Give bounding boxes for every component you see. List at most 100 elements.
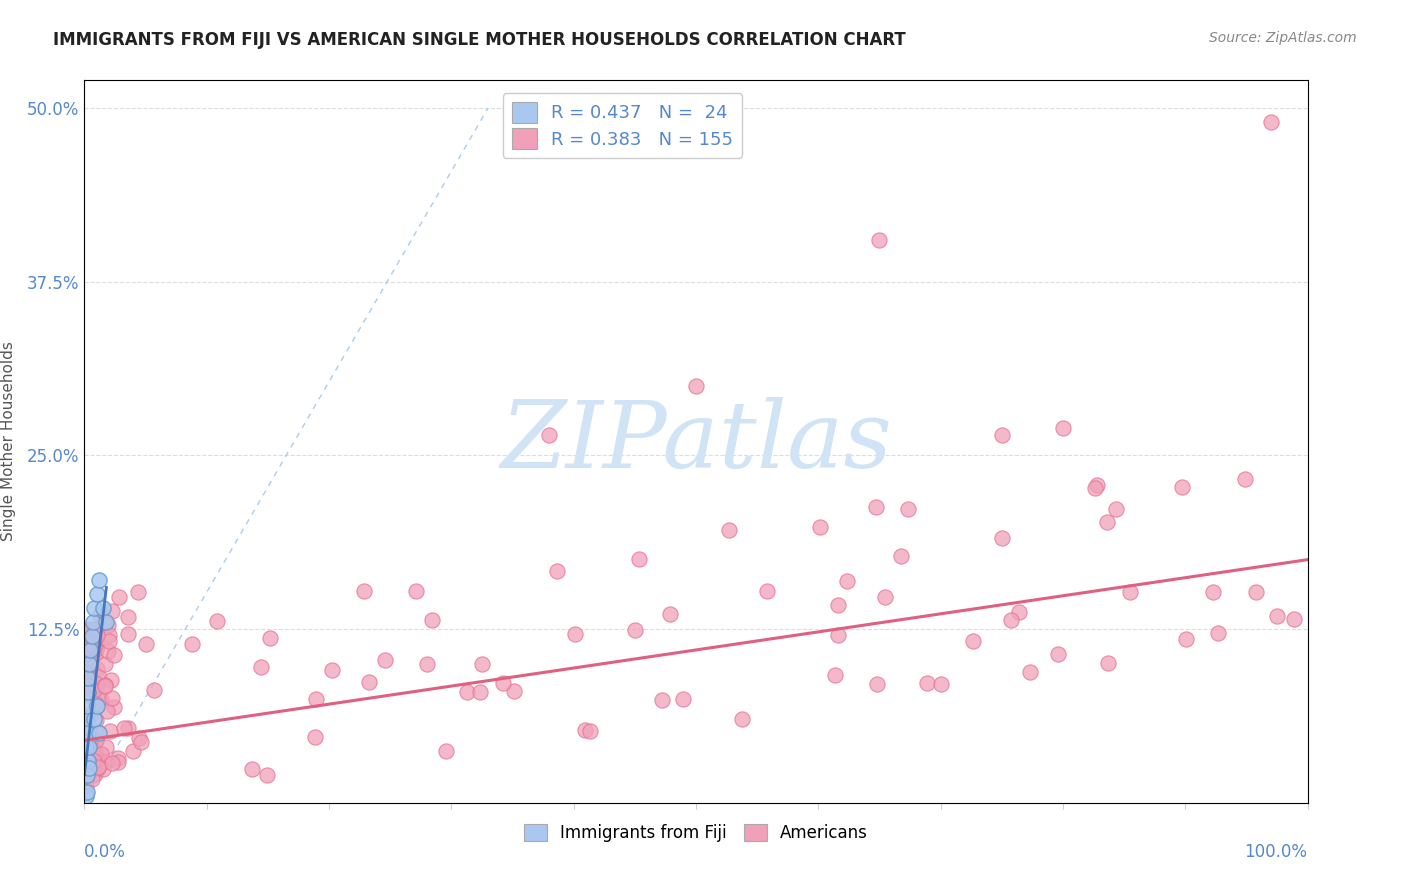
Point [76,623,98,637]
Point [82,747,104,761]
Point [756,584,779,599]
Point [103,648,125,662]
Legend: Immigrants from Fiji, Americans: Immigrants from Fiji, Americans [517,817,875,848]
Point [87,760,110,774]
Point [77,754,100,768]
Point [80,631,103,645]
Point [579,723,602,738]
Point [91,601,114,615]
Point [87,669,110,683]
Point [79,643,101,657]
Point [80,622,103,636]
Point [420,613,443,627]
Point [651,692,673,706]
Point [86,640,108,654]
Point [1095,515,1118,529]
Point [79,677,101,691]
Point [87,691,110,706]
Point [374,653,396,667]
Point [87,574,110,588]
Point [1105,502,1128,516]
Point [75,661,97,675]
Point [731,712,754,726]
Point [1118,584,1140,599]
Point [256,767,278,781]
Point [84,642,107,657]
Point [131,735,153,749]
Point [80,706,103,720]
Point [80,644,103,658]
Point [76,678,98,692]
Point [122,743,145,757]
Point [1084,481,1107,495]
Point [808,520,831,534]
Point [259,631,281,645]
Point [1234,472,1257,486]
Point [897,502,920,516]
Point [1000,613,1022,627]
Point [1206,625,1229,640]
Point [353,583,375,598]
Point [672,692,695,706]
Point [93,615,115,630]
Point [1008,605,1031,619]
Point [101,691,124,706]
Point [1171,480,1194,494]
Point [405,583,427,598]
Point [75,709,97,723]
Point [627,552,650,566]
Point [827,598,849,612]
Point [87,761,110,775]
Point [117,610,139,624]
Text: 100.0%: 100.0% [1244,843,1308,861]
Point [84,647,107,661]
Point [107,751,129,765]
Point [547,564,569,578]
Point [101,604,124,618]
Point [1202,585,1225,599]
Point [128,731,150,745]
Point [1265,609,1288,624]
Point [75,773,97,788]
Point [96,615,118,630]
Point [90,692,112,706]
Point [87,726,110,740]
Point [87,724,110,739]
Point [915,676,938,690]
Point [564,626,586,640]
Text: 0.0%: 0.0% [84,843,127,861]
Point [538,427,561,442]
Point [83,682,105,697]
Point [86,676,108,690]
Point [84,751,107,765]
Point [76,641,98,656]
Point [84,745,107,759]
Point [100,756,122,771]
Point [89,607,111,622]
Point [1052,420,1074,434]
Point [98,634,121,648]
Point [991,427,1014,442]
Point [503,683,526,698]
Point [866,677,889,691]
Point [824,668,846,682]
Point [685,379,707,393]
Point [321,664,343,678]
Point [77,684,100,698]
Point [492,676,515,690]
Point [180,637,202,651]
Y-axis label: Single Mother Households: Single Mother Households [1,342,15,541]
Point [869,233,891,247]
Point [1047,647,1070,661]
Point [112,722,135,736]
Point [86,662,108,676]
Point [76,698,98,713]
Point [91,762,114,776]
Point [98,724,121,739]
Point [96,705,118,719]
Point [865,500,887,515]
Point [875,591,897,605]
Point [1085,477,1108,491]
Point [82,632,104,647]
Point [1244,585,1267,599]
